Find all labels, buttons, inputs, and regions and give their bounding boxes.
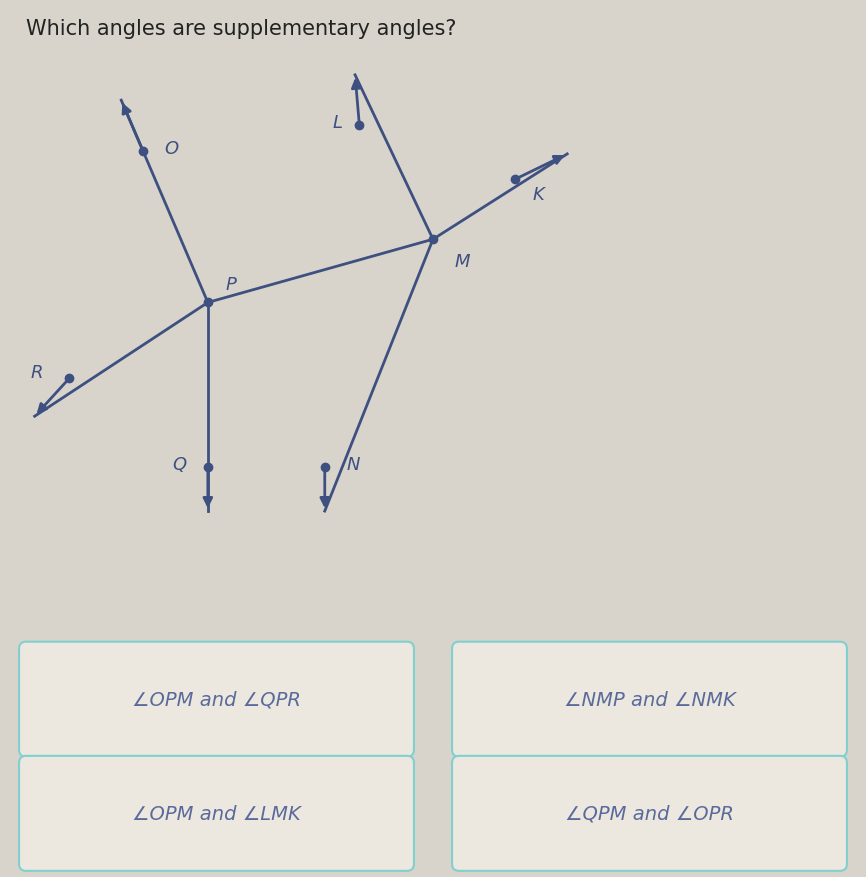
Text: O: O [165, 139, 178, 157]
Text: R: R [31, 364, 43, 381]
Text: Q: Q [172, 455, 186, 473]
Text: Which angles are supplementary angles?: Which angles are supplementary angles? [26, 19, 456, 39]
Text: ∠OPM and ∠LMK: ∠OPM and ∠LMK [132, 804, 301, 823]
Text: ∠OPM and ∠QPR: ∠OPM and ∠QPR [132, 690, 301, 709]
Text: N: N [346, 455, 360, 473]
Text: L: L [332, 114, 342, 132]
Text: K: K [533, 186, 545, 204]
Text: P: P [225, 275, 236, 294]
Text: M: M [455, 253, 470, 271]
Text: ∠NMP and ∠NMK: ∠NMP and ∠NMK [564, 690, 735, 709]
Text: ∠QPM and ∠OPR: ∠QPM and ∠OPR [565, 804, 734, 823]
